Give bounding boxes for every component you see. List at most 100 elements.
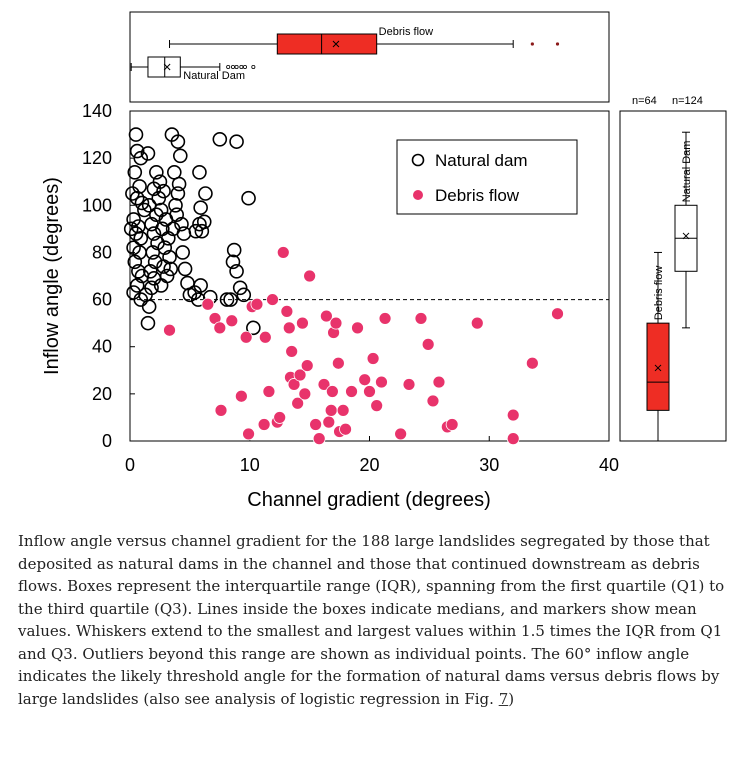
legend-label-debris-flow: Debris flow: [435, 186, 520, 205]
debris-flow-point: [213, 321, 227, 335]
top-outlier: [555, 42, 560, 46]
debris-flow-point: [285, 345, 299, 358]
right-mean-marker: [682, 232, 690, 240]
natural-dam-point: [196, 214, 212, 230]
natural-dam-point: [165, 221, 181, 237]
top-outlier: [251, 65, 256, 70]
debris-flow-point: [375, 375, 388, 389]
top-outlier: [242, 65, 247, 70]
natural-dam-point: [131, 263, 146, 279]
count-label-debris: n=64: [632, 95, 657, 107]
debris-flow-point: [287, 378, 301, 391]
debris-flow-point: [426, 394, 440, 408]
debris-flow-point: [262, 385, 276, 398]
right-mean-marker: [654, 364, 662, 372]
debris-flow-point: [370, 399, 384, 413]
natural-dam-point: [132, 179, 147, 194]
natural-dam-point: [180, 275, 195, 291]
debris-flow-point: [339, 422, 352, 436]
natural-dam-point: [177, 261, 193, 277]
x-tick-label: 40: [599, 455, 619, 475]
natural-dam-point: [225, 254, 241, 270]
top-mean-marker: [332, 40, 340, 48]
debris-flow-point: [363, 385, 376, 398]
natural-dam-point: [127, 254, 143, 270]
debris-flow-point: [329, 316, 343, 330]
natural-dam-point: [161, 230, 176, 246]
debris-flow-point: [366, 352, 380, 365]
axes: 0 10 20 30 40 0 20 40 60 80 100 120 140: [82, 101, 619, 475]
debris-flow-point: [303, 269, 317, 283]
debris-flow-point: [250, 297, 264, 311]
natural-dam-point: [128, 127, 144, 142]
natural-dam-point: [153, 278, 169, 293]
natural-dam-point: [157, 240, 173, 256]
debris-flow-point: [358, 373, 372, 387]
debris-flow-point: [225, 314, 239, 328]
natural-dam-point: [175, 245, 190, 260]
right-box: [646, 322, 670, 411]
legend: Natural dam Debris flow: [396, 139, 578, 215]
x-tick-label: 20: [359, 455, 379, 475]
debris-flow-point: [319, 309, 333, 323]
natural-dam-point: [140, 146, 156, 161]
top-boxplot-frame: [129, 11, 610, 103]
y-tick-label: 120: [82, 148, 112, 168]
legend-frame: [396, 139, 578, 215]
natural-dam-point: [169, 207, 185, 223]
debris-flow-point: [432, 375, 446, 389]
natural-dam-point: [212, 131, 228, 147]
natural-dam-point: [232, 280, 248, 296]
debris-flow-point: [201, 297, 215, 311]
natural-dam-point: [146, 226, 162, 241]
natural-dam-point: [193, 200, 208, 215]
x-tick-label: 0: [125, 455, 135, 475]
natural-dam-point: [156, 183, 171, 199]
natural-dam-point: [129, 278, 145, 293]
debris-flow-point: [551, 307, 564, 321]
debris-flow-point: [309, 418, 323, 431]
natural-dam-point: [153, 202, 169, 218]
debris-flow-point: [317, 378, 331, 391]
natural-dam-point: [174, 216, 189, 232]
right-box-label: Natural Dam: [681, 141, 693, 203]
right-boxplot: Debris flow Natural Dam: [646, 131, 698, 442]
natural-dam-point: [125, 186, 140, 201]
legend-marker-natural-dam: [411, 153, 425, 167]
debris-flow-point: [351, 321, 364, 335]
debris-flow-point: [324, 403, 338, 417]
debris-flow-point: [322, 415, 336, 429]
figure-link[interactable]: 7: [498, 689, 509, 708]
caption-closing: ): [508, 689, 515, 708]
debris-flow-point: [421, 337, 435, 351]
natural-dam-point: [129, 190, 145, 206]
debris-flow-point: [298, 387, 312, 401]
top-box-label: Debris flow: [379, 26, 433, 38]
natural-dam-point: [223, 292, 238, 307]
legend-label-natural-dam: Natural dam: [435, 151, 528, 170]
right-boxplot-frame: [619, 110, 727, 442]
y-tick-label: 0: [102, 431, 112, 451]
natural-dam-point: [144, 280, 159, 296]
debris-flow-point: [300, 359, 314, 372]
debris-flow-point: [470, 316, 484, 330]
debris-flow-point: [506, 432, 520, 446]
debris-flow-point: [242, 427, 255, 441]
debris-flow-point: [445, 418, 459, 431]
debris-flow-point: [257, 418, 271, 431]
natural-dam-point: [246, 320, 261, 336]
debris-flow-point: [378, 312, 392, 325]
natural-dam-point: [172, 148, 188, 164]
debris-flow-point: [239, 330, 253, 344]
y-tick-label: 20: [92, 384, 112, 404]
debris-flow-point: [276, 246, 290, 259]
y-tick-label: 60: [92, 290, 112, 310]
natural-dam-point: [143, 263, 158, 279]
x-tick-label: 10: [240, 455, 260, 475]
natural-dam-point: [156, 259, 171, 274]
natural-dam-point: [229, 134, 244, 149]
top-box-label: Natural Dam: [183, 70, 245, 82]
debris-flow-point: [296, 316, 309, 330]
debris-flow-point: [273, 411, 287, 424]
right-box-label: Debris flow: [653, 266, 665, 320]
